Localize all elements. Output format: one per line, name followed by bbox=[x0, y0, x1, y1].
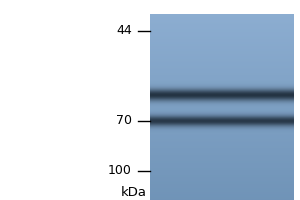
Text: 100: 100 bbox=[108, 164, 132, 178]
Text: kDa: kDa bbox=[121, 186, 147, 198]
Text: 70: 70 bbox=[116, 114, 132, 128]
Text: 44: 44 bbox=[116, 24, 132, 38]
